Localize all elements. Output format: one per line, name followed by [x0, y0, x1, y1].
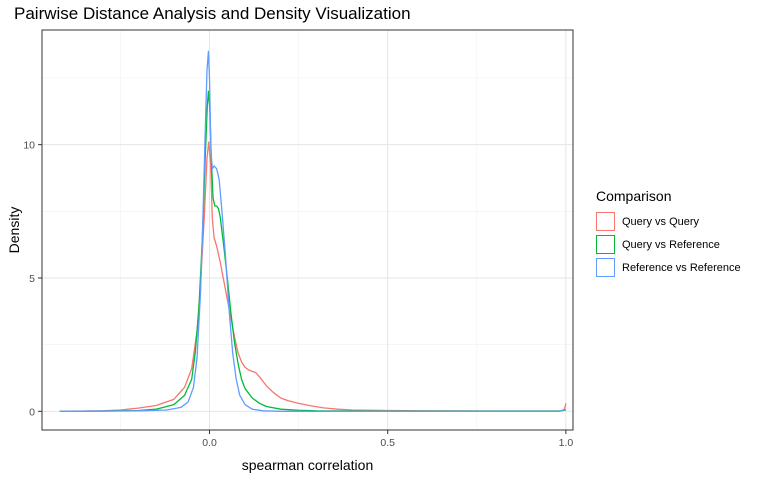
series-lines: [59, 50, 567, 412]
legend-label: Query vs Query: [622, 215, 700, 228]
x-tick-label: 0.5: [380, 437, 395, 449]
series-line-1: [59, 90, 566, 412]
x-tick-label: 0.0: [202, 437, 217, 449]
legend-item: Reference vs Reference: [596, 256, 741, 279]
legend-key-swatch: [596, 212, 615, 231]
legend-item: Query vs Reference: [596, 233, 741, 256]
legend-items: Query vs Query Query vs Reference Referenc…: [596, 210, 741, 279]
legend-label: Reference vs Reference: [622, 261, 741, 274]
legend-title: Comparison: [596, 188, 672, 204]
y-axis-ticks: 0 5 10: [23, 140, 42, 418]
legend-key-swatch: [596, 258, 615, 277]
legend-item: Query vs Query: [596, 210, 741, 233]
y-axis-title: Density: [6, 207, 22, 254]
series-line-2: [59, 50, 567, 412]
x-axis-ticks: 0.0 0.5 1.0: [202, 430, 573, 449]
minor-gridlines: [42, 30, 573, 430]
x-axis-title: spearman correlation: [242, 457, 374, 473]
series-line-0: [59, 141, 567, 412]
y-tick-label: 10: [23, 140, 35, 152]
y-tick-label: 5: [29, 273, 35, 285]
chart-title: Pairwise Distance Analysis and Density V…: [14, 4, 411, 23]
plot-border: [41, 29, 574, 431]
x-tick-label: 1.0: [559, 437, 574, 449]
legend: Comparison Query vs Query Query vs Refere…: [596, 188, 741, 279]
y-tick-label: 0: [29, 406, 35, 418]
plot-background: [42, 30, 573, 430]
legend-key-swatch: [596, 235, 615, 254]
legend-label: Query vs Reference: [622, 238, 720, 251]
